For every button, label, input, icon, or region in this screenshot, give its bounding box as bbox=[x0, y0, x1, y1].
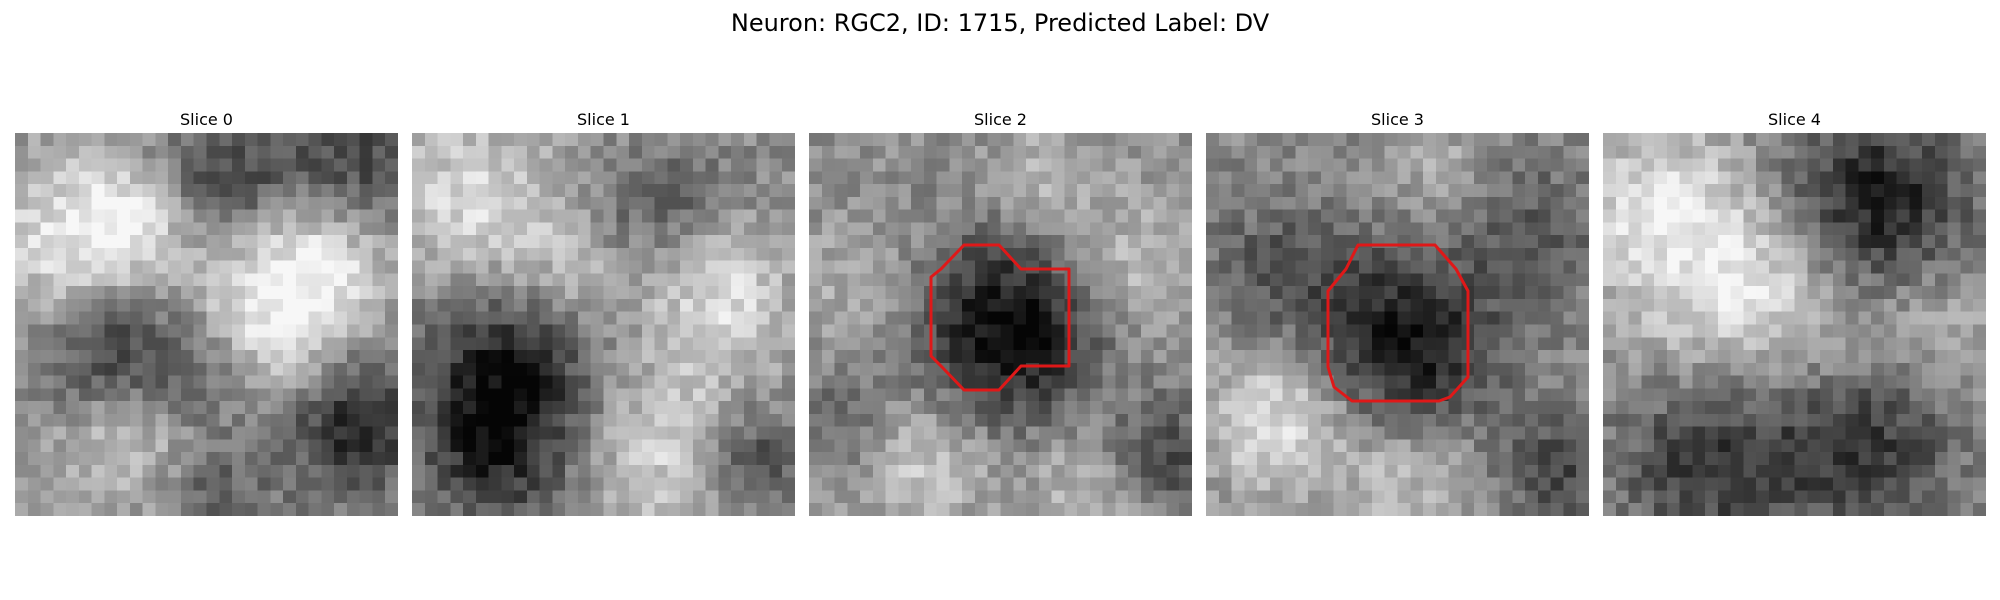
slice-panel-1: Slice 1 bbox=[412, 110, 795, 516]
grayscale-slice bbox=[412, 133, 795, 516]
grayscale-slice bbox=[1603, 133, 1986, 516]
slice-panel-2: Slice 2 bbox=[809, 110, 1192, 516]
slice-panel-0: Slice 0 bbox=[15, 110, 398, 516]
slice-image bbox=[1206, 133, 1589, 516]
grayscale-slice bbox=[1206, 133, 1589, 516]
slice-image bbox=[412, 133, 795, 516]
grayscale-slice bbox=[809, 133, 1192, 516]
slice-title: Slice 4 bbox=[1768, 110, 1821, 129]
slice-panel-3: Slice 3 bbox=[1206, 110, 1589, 516]
slice-image bbox=[809, 133, 1192, 516]
grayscale-slice bbox=[15, 133, 398, 516]
slice-panel-4: Slice 4 bbox=[1603, 110, 1986, 516]
slice-title: Slice 3 bbox=[1371, 110, 1424, 129]
slice-image bbox=[1603, 133, 1986, 516]
slice-title: Slice 1 bbox=[577, 110, 630, 129]
figure-title: Neuron: RGC2, ID: 1715, Predicted Label:… bbox=[730, 9, 1270, 37]
slice-image bbox=[15, 133, 398, 516]
slice-title: Slice 2 bbox=[974, 110, 1027, 129]
slice-title: Slice 0 bbox=[180, 110, 233, 129]
